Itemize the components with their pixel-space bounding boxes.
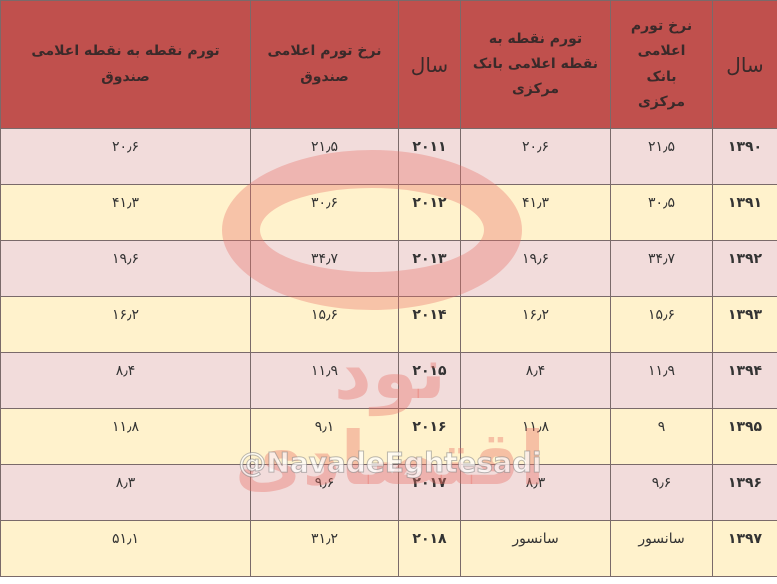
value-cell: ۱۱٫۸ bbox=[460, 408, 611, 465]
value-cell: ۳۴٫۷ bbox=[250, 240, 399, 297]
year-cell: ۲۰۱۴ bbox=[398, 296, 461, 353]
year-cell: ۱۳۹۳ bbox=[712, 296, 777, 353]
value-cell: ۹ bbox=[610, 408, 713, 465]
header-cell: تورم نقطه به نقطه اعلامی بانک مرکزی bbox=[460, 0, 611, 129]
table-row: ۱۳۹۶ ۹٫۶ ۸٫۳ ۲۰۱۷ ۹٫۶ ۸٫۳ bbox=[0, 464, 777, 521]
value-cell: ۱۱٫۹ bbox=[610, 352, 713, 409]
value-cell: ۵۱٫۱ bbox=[0, 520, 251, 577]
year-cell: ۱۳۹۷ bbox=[712, 520, 777, 577]
year-cell: ۱۳۹۴ bbox=[712, 352, 777, 409]
year-cell: ۲۰۱۳ bbox=[398, 240, 461, 297]
year-cell: ۲۰۱۱ bbox=[398, 128, 461, 185]
value-cell: ۱۵٫۶ bbox=[610, 296, 713, 353]
year-cell: ۲۰۱۲ bbox=[398, 184, 461, 241]
header-row: سال نرخ تورم اعلامی بانک مرکزی تورم نقطه ب… bbox=[0, 0, 777, 129]
value-cell: ۱۱٫۸ bbox=[0, 408, 251, 465]
value-cell: ۸٫۴ bbox=[0, 352, 251, 409]
header-cell: سال bbox=[398, 0, 461, 129]
value-cell: ۹٫۶ bbox=[250, 464, 399, 521]
year-cell: ۲۰۱۷ bbox=[398, 464, 461, 521]
year-cell: ۱۳۹۶ bbox=[712, 464, 777, 521]
table-row: ۱۳۹۰ ۲۱٫۵ ۲۰٫۶ ۲۰۱۱ ۲۱٫۵ ۲۰٫۶ bbox=[0, 128, 777, 185]
table-row: ۱۳۹۷ سانسور سانسور ۲۰۱۸ ۳۱٫۲ ۵۱٫۱ bbox=[0, 520, 777, 577]
table-row: ۱۳۹۲ ۳۴٫۷ ۱۹٫۶ ۲۰۱۳ ۳۴٫۷ ۱۹٫۶ bbox=[0, 240, 777, 297]
table-row: ۱۳۹۵ ۹ ۱۱٫۸ ۲۰۱۶ ۹٫۱ ۱۱٫۸ bbox=[0, 408, 777, 465]
value-cell: ۸٫۳ bbox=[460, 464, 611, 521]
value-cell: ۲۱٫۵ bbox=[610, 128, 713, 185]
value-cell: ۱۹٫۶ bbox=[0, 240, 251, 297]
value-cell: ۲۰٫۶ bbox=[460, 128, 611, 185]
header-cell: نرخ تورم اعلامی صندوق bbox=[250, 0, 399, 129]
year-cell: ۱۳۹۰ bbox=[712, 128, 777, 185]
value-cell: ۴۱٫۳ bbox=[460, 184, 611, 241]
value-cell: ۴۱٫۳ bbox=[0, 184, 251, 241]
year-cell: ۱۳۹۱ bbox=[712, 184, 777, 241]
year-cell: ۲۰۱۸ bbox=[398, 520, 461, 577]
value-cell: ۱۶٫۲ bbox=[0, 296, 251, 353]
table-body: ۱۳۹۰ ۲۱٫۵ ۲۰٫۶ ۲۰۱۱ ۲۱٫۵ ۲۰٫۶ ۱۳۹۱ ۳۰٫۵ ۴۱٫۳ ۲۰۱۲… bbox=[0, 128, 777, 577]
value-cell: سانسور bbox=[610, 520, 713, 577]
year-cell: ۲۰۱۵ bbox=[398, 352, 461, 409]
value-cell: ۹٫۶ bbox=[610, 464, 713, 521]
value-cell: ۱۵٫۶ bbox=[250, 296, 399, 353]
value-cell: ۱۱٫۹ bbox=[250, 352, 399, 409]
value-cell: ۳۰٫۵ bbox=[610, 184, 713, 241]
header-cell: تورم نقطه به نقطه اعلامی صندوق bbox=[0, 0, 251, 129]
value-cell: ۱۹٫۶ bbox=[460, 240, 611, 297]
value-cell: ۹٫۱ bbox=[250, 408, 399, 465]
value-cell: ۱۶٫۲ bbox=[460, 296, 611, 353]
header-cell: نرخ تورم اعلامی بانک مرکزی bbox=[610, 0, 713, 129]
table-row: ۱۳۹۳ ۱۵٫۶ ۱۶٫۲ ۲۰۱۴ ۱۵٫۶ ۱۶٫۲ bbox=[0, 296, 777, 353]
year-cell: ۲۰۱۶ bbox=[398, 408, 461, 465]
value-cell: سانسور bbox=[460, 520, 611, 577]
value-cell: ۳۱٫۲ bbox=[250, 520, 399, 577]
value-cell: ۳۰٫۶ bbox=[250, 184, 399, 241]
table-row: ۱۳۹۱ ۳۰٫۵ ۴۱٫۳ ۲۰۱۲ ۳۰٫۶ ۴۱٫۳ bbox=[0, 184, 777, 241]
table-row: ۱۳۹۴ ۱۱٫۹ ۸٫۴ ۲۰۱۵ ۱۱٫۹ ۸٫۴ bbox=[0, 352, 777, 409]
year-cell: ۱۳۹۵ bbox=[712, 408, 777, 465]
header-cell: سال bbox=[712, 0, 777, 129]
value-cell: ۸٫۳ bbox=[0, 464, 251, 521]
value-cell: ۲۰٫۶ bbox=[0, 128, 251, 185]
value-cell: ۸٫۴ bbox=[460, 352, 611, 409]
value-cell: ۲۱٫۵ bbox=[250, 128, 399, 185]
value-cell: ۳۴٫۷ bbox=[610, 240, 713, 297]
year-cell: ۱۳۹۲ bbox=[712, 240, 777, 297]
